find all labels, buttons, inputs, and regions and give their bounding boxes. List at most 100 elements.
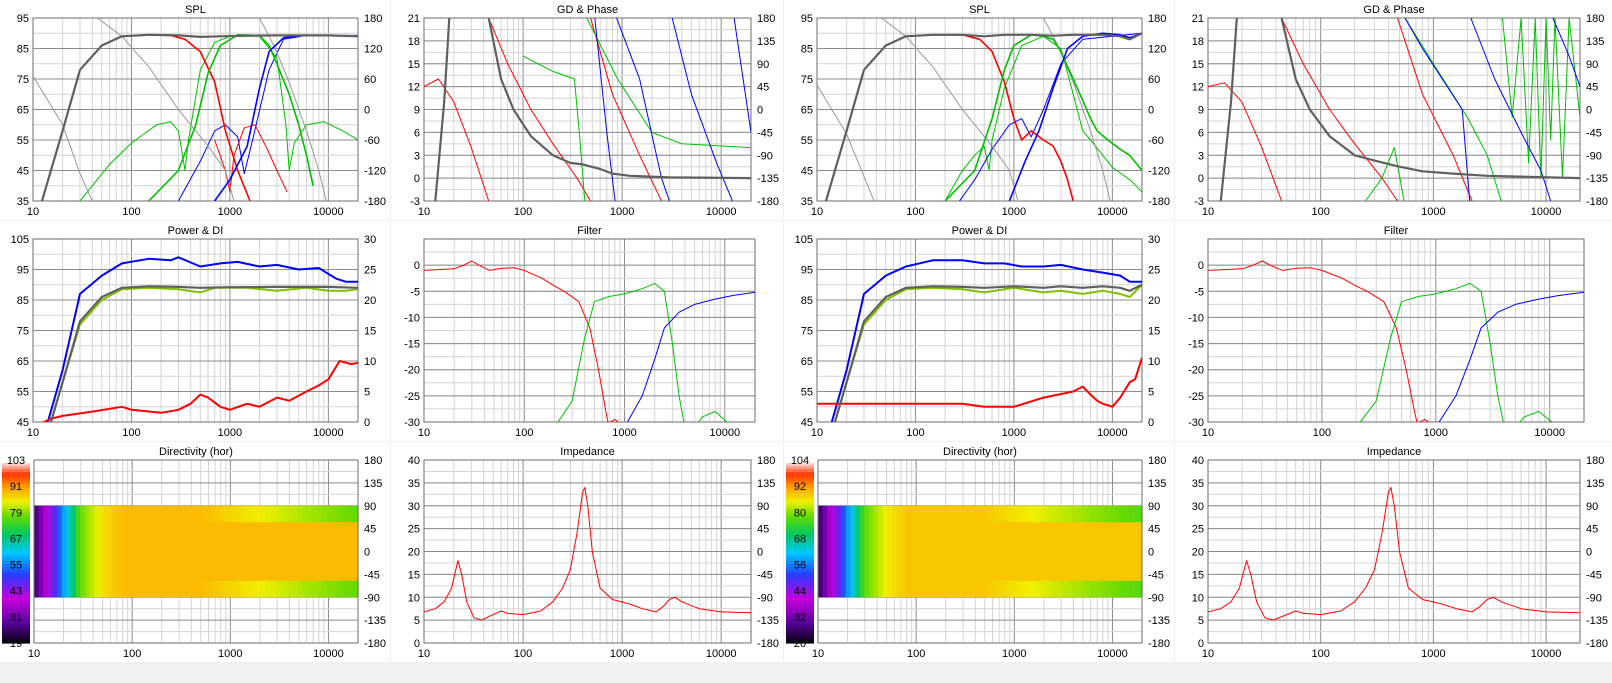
colorbar-segment (2, 575, 30, 580)
y2-tick-label: 135 (757, 36, 775, 48)
colorbar-segment (2, 566, 30, 571)
series-line (424, 260, 609, 422)
heatmap-cell (200, 505, 206, 598)
heatmap-cell (1012, 580, 1018, 598)
heatmap-cell (283, 505, 290, 598)
heatmap-cell (998, 580, 1004, 598)
heatmap-cell (1077, 580, 1083, 598)
chart-title: Impedance (1367, 446, 1421, 458)
chart-title: Power & DI (952, 225, 1008, 237)
heatmap-cell (344, 580, 350, 598)
heatmap-cell (307, 580, 313, 598)
heatmap-cell (1044, 505, 1051, 523)
heatmap-cell (214, 505, 220, 598)
colorbar-tick-label: 103 (7, 455, 25, 467)
heatmap-cell (1049, 505, 1055, 598)
heatmap-cell (859, 505, 865, 598)
y-tick-label: 95 (801, 13, 813, 25)
heatmap-cell (878, 505, 884, 598)
colorbar-segment (2, 524, 30, 528)
heatmap-cell (168, 505, 174, 598)
y-tick-label: 85 (801, 44, 813, 56)
heatmap-cell (868, 505, 875, 598)
heatmap-cell (1077, 505, 1083, 523)
chart-panel: GD & Phase 10 100 1000 10000 -3 0 3 6 9 12 15 18 21 -1… (391, 0, 783, 220)
heatmap-cell (1007, 505, 1013, 523)
heatmap-cell (117, 505, 123, 598)
series-line (1008, 32, 1142, 201)
chart-title: Directivity (hor) (159, 446, 233, 458)
colorbar-segment (2, 585, 30, 589)
y-tick-label: 45 (17, 417, 29, 429)
y-tick-label: -25 (404, 391, 420, 403)
y2-tick-label: -45 (1586, 127, 1602, 139)
colorbar-segment (786, 499, 814, 504)
colorbar-segment (786, 566, 814, 571)
y-tick-label: 45 (17, 166, 29, 178)
y2-tick-label: 90 (757, 501, 769, 513)
colorbar-segment (786, 582, 814, 586)
colorbar-segment (2, 490, 30, 495)
series-line (817, 84, 875, 201)
colorbar-tick-label: 55 (10, 560, 22, 572)
chart-title: Filter (577, 225, 602, 237)
heatmap-cell (283, 505, 290, 523)
colorbar-segment (786, 505, 814, 510)
x-tick-label: 10000 (706, 648, 737, 660)
y-tick-label: 3 (414, 150, 420, 162)
colorbar-segment (786, 585, 814, 589)
heatmap-cell (80, 505, 86, 598)
colorbar-tick-label: 44 (794, 586, 806, 598)
heatmap-cell (163, 505, 169, 598)
x-tick-label: 1000 (612, 427, 636, 439)
heatmap-cell (873, 505, 879, 598)
heatmap-cell (219, 580, 225, 598)
heatmap-cell (274, 580, 280, 598)
y2-tick-label: 0 (1148, 105, 1154, 117)
x-tick-label: 10000 (1097, 648, 1128, 660)
colorbar-segment (786, 572, 814, 577)
colorbar-segment (2, 603, 30, 607)
heatmap-cell (94, 505, 100, 598)
y2-tick-label: -180 (1586, 196, 1608, 208)
heatmap-cell (209, 580, 216, 598)
y2-tick-label: -60 (1148, 135, 1164, 147)
heatmap-cell (126, 505, 132, 598)
heatmap-cell (297, 505, 304, 598)
x-tick-label: 100 (122, 427, 140, 439)
series-line (424, 78, 490, 201)
heatmap-cell (98, 505, 105, 598)
heatmap-cell (998, 505, 1004, 598)
heatmap-cell (320, 505, 327, 523)
y-tick-label: -20 (404, 365, 420, 377)
colorbar-segment (786, 460, 814, 464)
y2-tick-label: 0 (1586, 547, 1592, 559)
x-tick-label: 10 (811, 427, 823, 439)
heatmap-cell (822, 505, 828, 598)
heatmap-cell (260, 505, 267, 523)
heatmap-cell (233, 505, 239, 598)
heatmap-cell (1123, 580, 1129, 598)
heatmap-cell (57, 505, 63, 598)
chart-title: Impedance (560, 446, 614, 458)
heatmap-cell (246, 580, 253, 598)
y-tick-label: -10 (1188, 312, 1204, 324)
heatmap-cell (892, 505, 898, 598)
colorbar-segment (786, 563, 814, 568)
heatmap-cell (1128, 580, 1134, 598)
heatmap-cell (1067, 505, 1074, 598)
heatmap-cell (1058, 505, 1064, 598)
colorbar-segment (786, 606, 814, 611)
y-tick-label: 40 (1192, 455, 1204, 467)
series-line (424, 487, 751, 621)
heatmap-cell (1081, 580, 1088, 598)
heatmap-cell (38, 505, 44, 598)
y2-tick-label: 90 (364, 501, 376, 513)
series-line (1208, 260, 1418, 422)
y-tick-label: 35 (408, 478, 420, 490)
x-tick-label: 10000 (313, 427, 344, 439)
heatmap-cell (108, 505, 114, 598)
y-tick-label: 65 (17, 105, 29, 117)
heatmap-cell (344, 505, 350, 598)
